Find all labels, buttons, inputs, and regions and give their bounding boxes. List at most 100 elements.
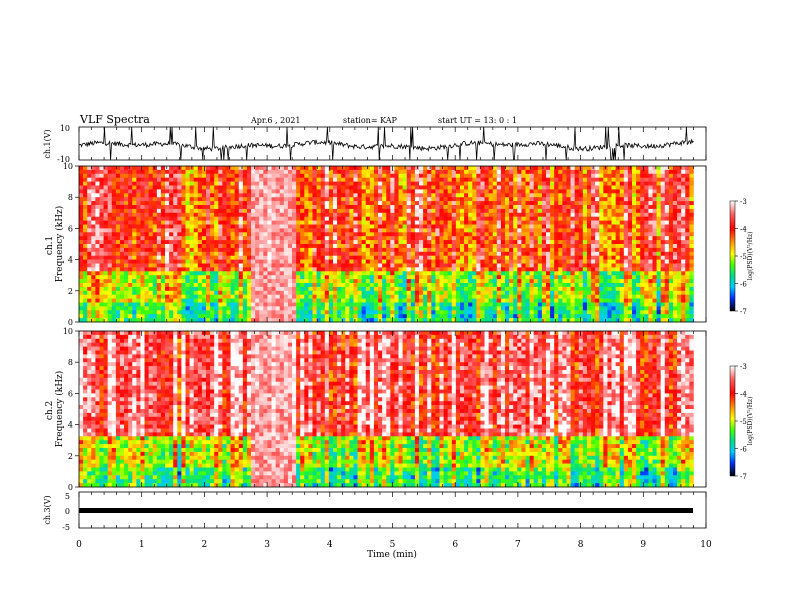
spectrogram-cell (107, 236, 113, 241)
spectrogram-cell (677, 271, 682, 276)
spectrogram-cell (656, 232, 661, 237)
spectrogram-cell (214, 212, 219, 217)
spectrogram-cell (500, 232, 506, 237)
spectrogram-cell (267, 220, 272, 225)
spectrogram-cell (287, 275, 293, 280)
spectrogram-cell (685, 205, 690, 210)
spectrogram-cell (222, 251, 227, 256)
spectrogram-cell (185, 232, 190, 237)
spectrogram-cell (599, 251, 604, 256)
spectrogram-cell (185, 275, 190, 280)
spectrogram-cell (554, 169, 559, 175)
spectrogram-cell (623, 208, 629, 214)
spectrogram-cell (246, 220, 252, 225)
spectrogram-cell (599, 275, 604, 280)
spectrogram-cell (447, 271, 453, 276)
spectrogram-cell (582, 177, 588, 182)
spectrogram-cell (312, 279, 317, 284)
spectrogram-cell (484, 279, 489, 284)
spectrogram-cell (390, 236, 395, 241)
spectrogram-cell (623, 240, 629, 245)
spectrogram-cell (246, 286, 252, 292)
spectrogram-cell (554, 181, 559, 186)
spectrogram-cell (115, 201, 121, 206)
spectrogram-cell (345, 197, 350, 202)
spectrogram-cell (509, 173, 514, 178)
spectrogram-cell (402, 251, 408, 256)
spectrogram-cell (107, 212, 113, 217)
spectrogram-cell (394, 275, 399, 280)
spectrogram-cell (230, 173, 235, 178)
spectrogram-cell (230, 228, 235, 233)
spectrogram-cell (521, 208, 526, 214)
spectrogram-cell (124, 166, 129, 171)
spectrogram-cell (357, 181, 362, 186)
spectrogram-cell (185, 205, 190, 210)
spectrogram-cell (83, 283, 88, 288)
spectrogram-cell (611, 212, 616, 217)
spectrogram-cell (304, 201, 309, 206)
spectrogram-cell (591, 197, 596, 202)
spectrogram-cell (124, 216, 129, 221)
spectrogram-cell (611, 224, 616, 229)
spectrogram-cell (480, 197, 485, 202)
spectrogram-cell (558, 201, 563, 206)
spectrogram-cell (656, 247, 661, 253)
spectrogram-cell (242, 232, 248, 237)
spectrogram-cell (398, 177, 403, 182)
spectrogram-cell (140, 259, 145, 264)
spectrogram-cell (79, 259, 84, 264)
spectrogram-cell (496, 259, 502, 264)
spectrogram-cell (619, 197, 625, 202)
spectrogram-cell (619, 251, 625, 256)
spectrogram-cell (545, 251, 551, 256)
spectrogram-cell (607, 259, 612, 264)
spectrogram-cell (529, 173, 534, 178)
spectrogram-cell (193, 205, 199, 210)
spectrogram-cell (554, 177, 559, 182)
spectrogram-cell (554, 286, 559, 292)
spectrogram-cell (234, 271, 240, 276)
spectrogram-cell (275, 224, 281, 229)
spectrogram-cell (226, 177, 231, 182)
spectrogram-cell (459, 255, 465, 260)
spectrogram-cell (246, 259, 252, 264)
spectrogram-cell (357, 263, 362, 268)
spectrogram-cell (390, 193, 395, 198)
spectrogram-cell (529, 177, 534, 182)
spectrogram-cell (464, 189, 469, 194)
spectrogram-cell (660, 228, 666, 233)
spectrogram-cell (193, 255, 199, 260)
spectrogram-cell (328, 271, 334, 276)
spectrogram-cell (238, 251, 244, 256)
spectrogram-cell (337, 220, 342, 225)
spectrogram-cell (386, 232, 391, 237)
spectrogram-cell (152, 275, 158, 280)
spectrogram-cell (230, 240, 235, 245)
spectrogram-cell (599, 236, 604, 241)
spectrogram-cell (79, 275, 84, 280)
spectrogram-cell (578, 205, 584, 210)
spectrogram-cell (193, 169, 199, 175)
spectrogram-cell (210, 208, 215, 214)
spectrogram-cell (263, 255, 268, 260)
spectrogram-cell (193, 236, 199, 241)
spectrogram-cell (582, 185, 588, 190)
spectrogram-cell (255, 224, 260, 229)
spectrogram-cell (197, 173, 203, 178)
spectrogram-cell (332, 185, 338, 190)
spectrogram-cell (660, 247, 666, 253)
spectrogram-cell (574, 232, 580, 237)
spectrogram-cell (132, 224, 137, 229)
spectrogram-cell (156, 205, 162, 210)
spectrogram-cell (599, 189, 604, 194)
spectrogram-cell (443, 189, 448, 194)
spectrogram-cell (246, 255, 252, 260)
spectrogram-cell (218, 247, 223, 253)
spectrogram-cell (287, 220, 293, 225)
spectrogram-cell (505, 259, 510, 264)
spectrogram-cell (304, 267, 309, 272)
spectrogram-cell (681, 166, 686, 171)
spectrogram-cell (611, 271, 616, 276)
spectrogram-cell (668, 271, 674, 276)
